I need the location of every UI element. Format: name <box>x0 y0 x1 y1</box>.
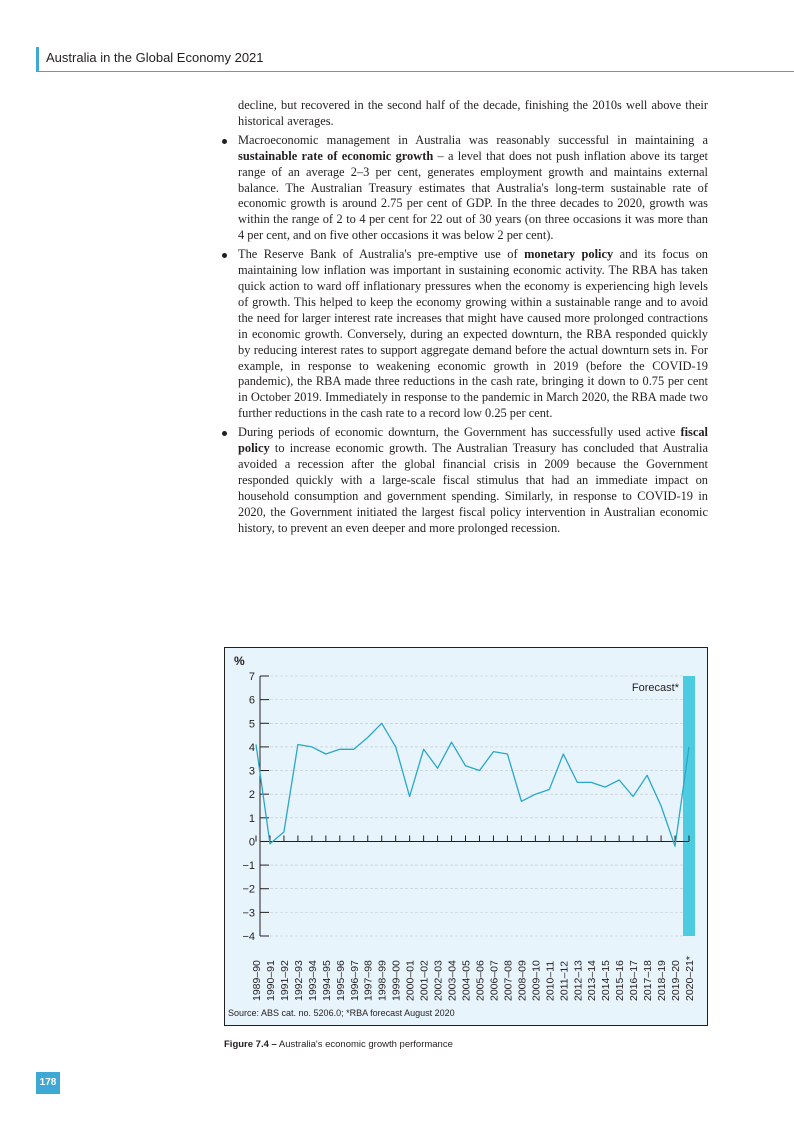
x-tick-label: 1989–90 <box>251 960 263 1001</box>
running-header: Australia in the Global Economy 2021 <box>46 50 264 65</box>
x-tick-label: 1990–91 <box>265 960 277 1001</box>
x-tick-label: 2016–17 <box>628 960 640 1001</box>
x-tick-label: 2010–11 <box>544 961 556 1001</box>
x-tick-label: 2002–03 <box>433 960 445 1001</box>
y-tick-label: 2 <box>249 789 255 801</box>
bullet-text: and its focus on maintaining low inflati… <box>238 247 708 421</box>
x-tick-label: 1992–93 <box>293 960 305 1001</box>
x-tick-label: 2005–06 <box>474 960 486 1001</box>
x-tick-label: 1999–00 <box>391 960 403 1001</box>
y-tick-label: 0 <box>249 836 255 848</box>
bullet-term: monetary policy <box>524 247 614 262</box>
y-tick-label: 6 <box>249 695 255 707</box>
forecast-label: Forecast* <box>632 682 680 694</box>
bullet-text: to increase economic growth. The Austral… <box>238 441 708 535</box>
x-tick-label: 2014–15 <box>600 960 612 1001</box>
bullet-growth: Macroeconomic management in Australia wa… <box>222 133 708 244</box>
y-tick-label: −2 <box>242 884 255 896</box>
x-tick-label: 2004–05 <box>461 960 473 1001</box>
x-tick-label: 1997–98 <box>363 960 375 1001</box>
x-tick-label: 2018–19 <box>656 960 668 1001</box>
growth-line-chart: 7 6 5 4 3 2 1 0 −1 −2 −3 −4% Forecast* 1989–90 1990–91… <box>234 654 696 1001</box>
x-tick-label: 2008–09 <box>516 960 528 1001</box>
y-tick-label: −3 <box>242 907 255 919</box>
intro-paragraph: decline, but recovered in the second hal… <box>238 98 708 128</box>
x-tick-label: 2000–01 <box>405 960 417 1001</box>
x-tick-label: 2013–14 <box>586 960 598 1001</box>
bullet-dot <box>222 253 227 259</box>
growth-series-line <box>255 722 690 847</box>
x-tick-label: 1993–94 <box>307 960 319 1001</box>
bullet-text: Macroeconomic management in Australia wa… <box>238 132 708 147</box>
bullet-monetary-policy: The Reserve Bank of Australia's pre-empt… <box>222 247 708 422</box>
header-rule <box>36 71 794 72</box>
y-tick-label: 7 <box>249 671 255 683</box>
x-tick-label: 2012–13 <box>572 960 584 1001</box>
bullet-term: fiscal policy <box>238 425 708 456</box>
bullet-fiscal-policy: During periods of economic downturn, the… <box>222 425 708 536</box>
x-tick-label: 2011–12 <box>558 961 570 1001</box>
y-tick-label: 1 <box>249 813 255 825</box>
x-tick-label: 1994–95 <box>321 960 333 1001</box>
x-tick-label: 1995–96 <box>335 960 347 1001</box>
page-number: 178 <box>36 1072 60 1094</box>
x-tick-label: 2001–02 <box>419 960 431 1001</box>
figure-caption: Figure 7.4 – Australia's economic growth… <box>224 1039 453 1050</box>
figure-chart-box: 7 6 5 4 3 2 1 0 −1 −2 −3 −4% Forecast* 1989–90 1990–91… <box>224 647 708 1026</box>
bullet-term: sustainable rate of economic growth <box>238 148 434 163</box>
y-tick-label: −4 <box>242 931 255 943</box>
bullet-text: During periods of economic downturn, the… <box>238 425 681 440</box>
x-tick-label: 1996–97 <box>349 960 361 1001</box>
figure-source: Source: ABS cat. no. 5206.0; *RBA foreca… <box>228 1008 455 1018</box>
x-tick-label: 2003–04 <box>447 960 459 1001</box>
y-tick-label: 3 <box>249 766 255 778</box>
caption-label: Figure 7.4 – <box>224 1039 277 1050</box>
x-tick-label: 2015–16 <box>614 960 626 1001</box>
y-tick-label: −1 <box>242 860 255 872</box>
bullet-text: The Reserve Bank of Australia's pre-empt… <box>238 247 525 262</box>
x-tick-label: 1998–99 <box>377 960 389 1001</box>
bullet-dot <box>222 138 227 144</box>
x-tick-label: 2017–18 <box>642 960 654 1001</box>
y-tick-label: 5 <box>249 718 255 730</box>
y-axis-label: % <box>234 654 245 668</box>
x-tick-label: 2007–08 <box>502 960 514 1001</box>
bullet-text: – a level that does not push inflation a… <box>238 148 708 243</box>
forecast-band <box>683 676 695 936</box>
caption-text: Australia's economic growth performance <box>276 1039 453 1050</box>
bullet-dot <box>222 431 227 437</box>
x-tick-label: 1991–92 <box>279 960 291 1001</box>
x-tick-label: 2006–07 <box>488 960 500 1001</box>
x-tick-label: 2020–21* <box>684 956 696 1001</box>
x-tick-label: 2009–10 <box>530 960 542 1001</box>
body-text: decline, but recovered in the second hal… <box>222 98 708 536</box>
y-tick-label: 4 <box>249 742 255 754</box>
header-accent-bar <box>36 47 39 71</box>
x-tick-label: 2019–20 <box>670 960 682 1001</box>
